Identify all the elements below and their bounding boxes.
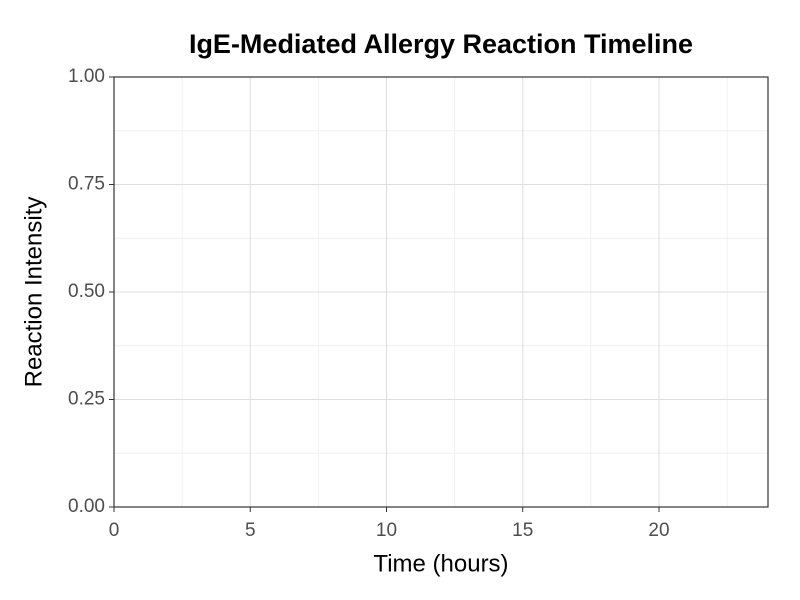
y-tick-label: 1.00: [68, 66, 105, 87]
x-tick-label: 15: [512, 520, 533, 541]
chart-title: IgE-Mediated Allergy Reaction Timeline: [189, 29, 693, 59]
x-tick-label: 0: [109, 520, 120, 541]
x-tick-label: 5: [245, 520, 256, 541]
x-tick-label: 10: [376, 520, 397, 541]
y-tick-label: 0.25: [68, 389, 105, 410]
panel-border: [113, 76, 769, 508]
y-tick-label: 0.75: [68, 174, 105, 195]
x-axis-label: Time (hours): [373, 550, 508, 577]
y-tick-label: 0.50: [68, 281, 105, 302]
y-axis-label: Reaction Intensity: [20, 197, 47, 388]
y-tick-label: 0.00: [68, 496, 105, 517]
x-tick-label: 20: [648, 520, 669, 541]
